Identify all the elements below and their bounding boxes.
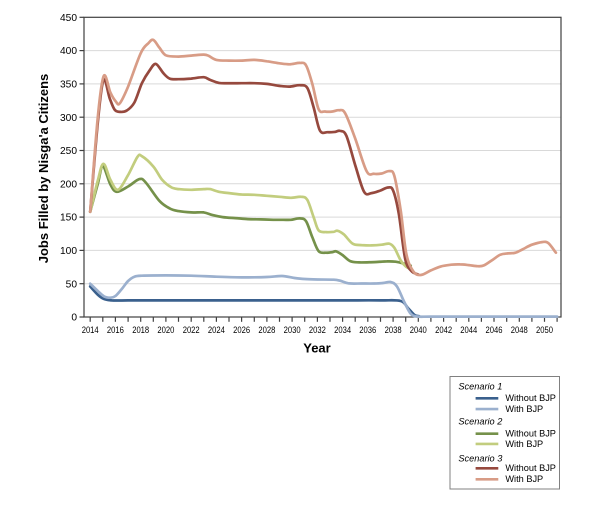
svg-text:Without BJP: Without BJP [505, 463, 556, 473]
svg-text:2036: 2036 [359, 325, 376, 335]
svg-text:2034: 2034 [334, 325, 351, 335]
svg-text:2028: 2028 [258, 325, 275, 335]
svg-text:50: 50 [66, 279, 78, 290]
svg-text:2026: 2026 [233, 325, 250, 335]
svg-text:Scenario 1: Scenario 1 [458, 382, 502, 392]
svg-text:2044: 2044 [460, 325, 477, 335]
svg-text:250: 250 [60, 146, 77, 157]
svg-text:2032: 2032 [309, 325, 326, 335]
svg-text:2024: 2024 [208, 325, 225, 335]
svg-text:Jobs Filled by Nisga'a Citizen: Jobs Filled by Nisga'a Citizens [36, 74, 51, 263]
svg-text:2018: 2018 [132, 325, 149, 335]
svg-text:200: 200 [60, 179, 77, 190]
svg-text:Without BJP: Without BJP [505, 429, 556, 439]
svg-text:0: 0 [71, 313, 77, 324]
svg-text:2050: 2050 [536, 325, 553, 335]
svg-text:With BJP: With BJP [505, 439, 543, 449]
svg-text:450: 450 [60, 13, 77, 24]
svg-text:2040: 2040 [410, 325, 427, 335]
svg-text:2038: 2038 [385, 325, 402, 335]
svg-text:2016: 2016 [107, 325, 124, 335]
svg-text:Scenario 2: Scenario 2 [458, 416, 502, 426]
svg-text:With BJP: With BJP [505, 474, 543, 484]
svg-text:300: 300 [60, 113, 77, 124]
svg-text:400: 400 [60, 46, 77, 57]
svg-text:150: 150 [60, 213, 77, 224]
svg-text:350: 350 [60, 80, 77, 91]
svg-text:Without BJP: Without BJP [505, 393, 556, 403]
svg-text:2020: 2020 [157, 325, 174, 335]
svg-text:2030: 2030 [284, 325, 301, 335]
svg-text:With BJP: With BJP [505, 404, 543, 414]
svg-text:2048: 2048 [511, 325, 528, 335]
svg-text:2022: 2022 [183, 325, 200, 335]
svg-text:2042: 2042 [435, 325, 452, 335]
svg-text:2014: 2014 [82, 325, 99, 335]
svg-text:100: 100 [60, 246, 77, 257]
svg-text:Year: Year [303, 341, 330, 356]
svg-text:2046: 2046 [486, 325, 503, 335]
svg-text:Scenario 3: Scenario 3 [458, 454, 503, 464]
